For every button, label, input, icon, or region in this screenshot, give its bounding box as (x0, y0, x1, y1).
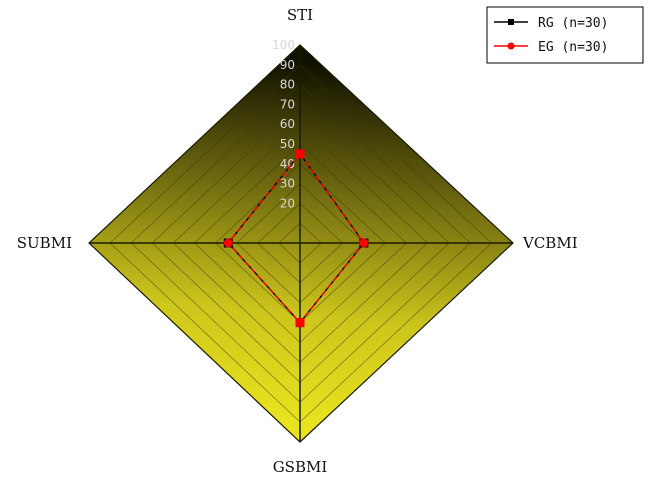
tick-label-70: 70 (280, 97, 295, 111)
legend-box (486, 6, 644, 64)
tick-label-90: 90 (280, 58, 295, 72)
axis-label-sti: STI (287, 6, 313, 24)
data-point-eg-submi (223, 238, 233, 248)
overlay-marker-sti (295, 149, 305, 159)
overlay-marker-gsbmi (295, 318, 305, 328)
radar-tick-labels: 20 30 40 50 60 70 80 90 100 (272, 38, 295, 210)
series-overlay-markers (295, 149, 305, 328)
data-point-eg-vcbmi (359, 238, 369, 248)
legend-marker-eg (507, 42, 515, 50)
radar-axes (89, 45, 513, 442)
legend-marker-rg (508, 19, 514, 25)
tick-label-50: 50 (280, 137, 295, 151)
radar-series (223, 149, 369, 328)
tick-label-60: 60 (280, 117, 295, 131)
axis-label-submi: SUBMI (17, 234, 72, 252)
axis-label-vcbmi: VCBMI (522, 234, 578, 252)
legend-label-rg: RG (n=30) (538, 16, 608, 31)
legend-label-eg: EG (n=30) (538, 40, 608, 55)
legend: RG (n=30) EG (n=30) (486, 6, 644, 64)
axis-label-gsbmi: GSBMI (273, 458, 328, 476)
tick-label-100: 100 (272, 38, 295, 52)
tick-label-30: 30 (280, 177, 295, 191)
tick-label-80: 80 (280, 78, 295, 92)
tick-label-20: 20 (280, 196, 295, 210)
tick-label-40: 40 (280, 157, 295, 171)
